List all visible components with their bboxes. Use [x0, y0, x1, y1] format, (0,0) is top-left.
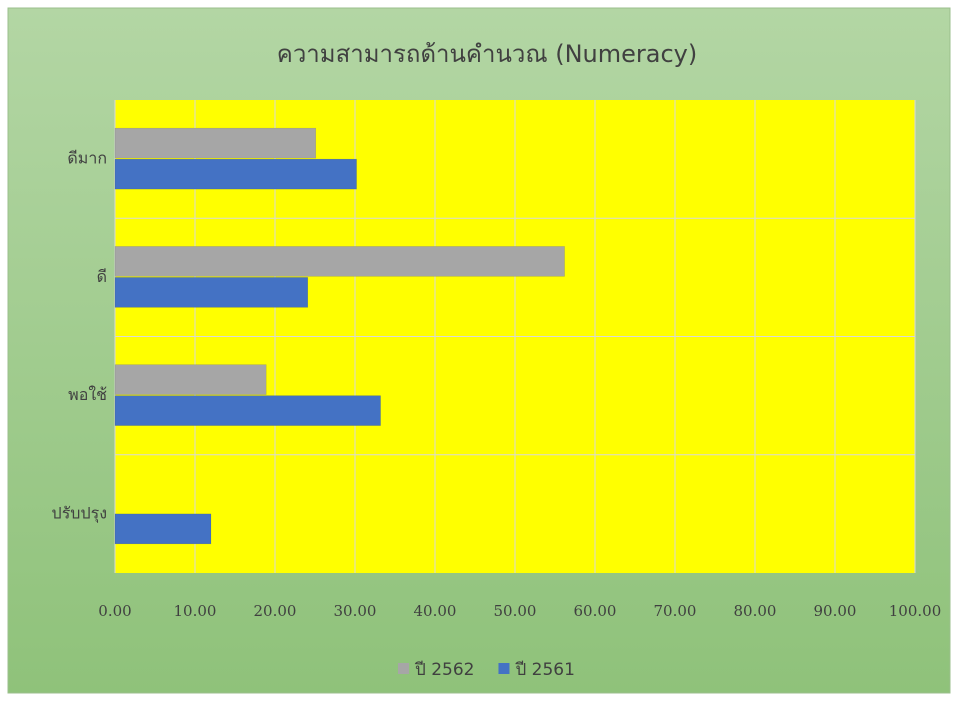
legend-swatch: [498, 663, 510, 674]
y-tick-label: พอใช้: [68, 385, 107, 404]
bar: [114, 246, 565, 277]
y-tick-label: ดีมาก: [67, 149, 107, 168]
y-tick-label: ดี: [97, 267, 107, 286]
legend-label: ปี 2561: [515, 660, 575, 680]
x-tick-label: 90.00: [814, 602, 857, 620]
x-tick-label: 80.00: [734, 602, 777, 620]
x-tick-label: 40.00: [414, 602, 457, 620]
x-tick-label: 50.00: [494, 602, 537, 620]
x-tick-label: 0.00: [98, 602, 131, 620]
bar: [114, 277, 309, 308]
bar: [114, 158, 357, 190]
x-tick-label: 10.00: [174, 602, 217, 620]
bar: [114, 395, 381, 426]
x-tick-label: 100.00: [889, 602, 942, 620]
bar: [114, 364, 267, 395]
x-tick-label: 30.00: [334, 602, 377, 620]
chart-title: ความสามารถด้านคำนวณ (Numeracy): [277, 40, 697, 68]
legend-swatch: [398, 663, 409, 674]
bar: [114, 513, 212, 545]
legend-label: ปี 2562: [414, 660, 474, 680]
x-tick-label: 70.00: [654, 602, 697, 620]
x-tick-label: 60.00: [574, 602, 617, 620]
x-tick-label: 20.00: [254, 602, 297, 620]
bar: [114, 127, 317, 159]
y-tick-label: ปรับปรุง: [52, 503, 107, 523]
